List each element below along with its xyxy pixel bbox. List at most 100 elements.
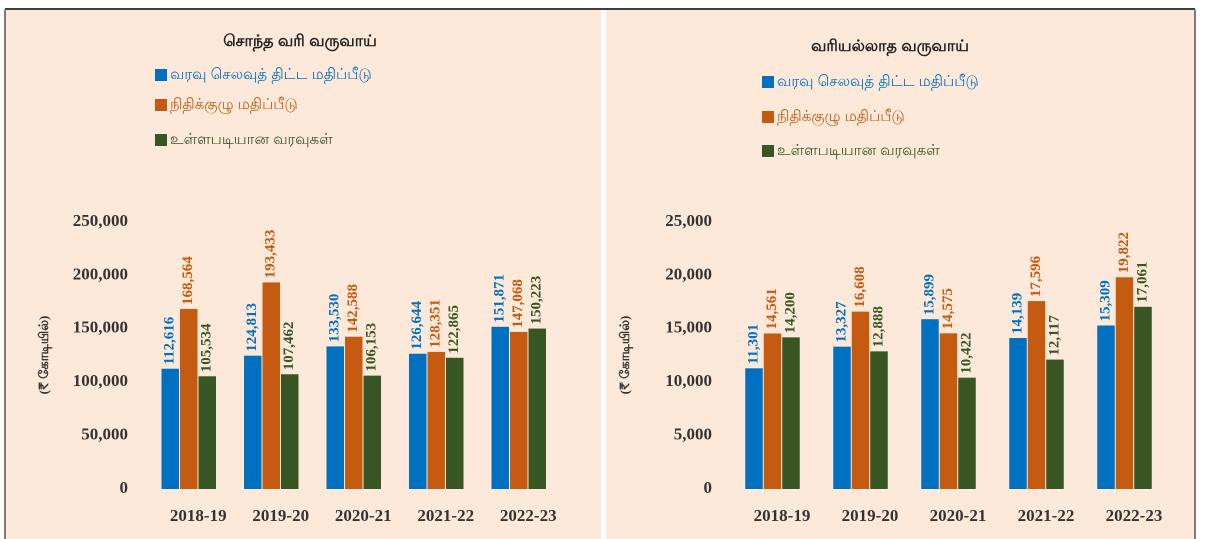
value-label: 112,616 [162, 316, 178, 364]
bar [345, 336, 363, 489]
y-tick-label: 200,000 [73, 264, 128, 283]
x-tick-label: 2019-20 [842, 506, 899, 525]
value-label: 17,596 [1028, 255, 1044, 297]
value-label: 19,822 [1116, 232, 1132, 273]
value-label: 168,564 [180, 256, 196, 305]
y-tick-label: 25,000 [665, 211, 712, 230]
bar [326, 346, 344, 489]
y-tick-label: 250,000 [73, 211, 128, 230]
legend-swatch [155, 134, 167, 146]
x-tick-label: 2020-21 [335, 506, 392, 525]
value-label: 124,813 [244, 303, 260, 352]
bar [262, 282, 280, 489]
bar [427, 351, 445, 489]
legend-label: உள்ளபடியான வரவுகள் [777, 142, 940, 159]
bar [1134, 306, 1152, 489]
y-tick-label: 0 [704, 478, 713, 497]
bar [491, 326, 509, 489]
legend-swatch [762, 145, 774, 157]
value-label: 133,530 [327, 294, 343, 343]
value-label: 12,888 [870, 306, 886, 347]
bar [745, 368, 763, 489]
value-label: 14,139 [1009, 293, 1025, 334]
value-label: 122,865 [446, 305, 462, 354]
y-axis-label: (₹ கோடியில்) [36, 316, 52, 395]
x-tick-label: 2019-20 [252, 506, 309, 525]
bar [939, 333, 958, 489]
value-label: 14,200 [782, 292, 798, 333]
value-label: 147,068 [510, 279, 526, 328]
bar [1097, 325, 1115, 489]
y-tick-label: 20,000 [665, 264, 712, 283]
value-label: 126,644 [409, 300, 425, 349]
bar [198, 376, 216, 489]
bar [180, 308, 198, 489]
value-label: 13,327 [833, 301, 849, 343]
chart-title: வரியல்லாத வருவாய் [811, 38, 969, 56]
legend-label: நிதிக்குழு மதிப்பீடு [777, 108, 905, 126]
bar [528, 328, 546, 489]
y-tick-label: 10,000 [665, 371, 712, 390]
value-label: 10,422 [958, 332, 974, 373]
y-tick-label: 100,000 [73, 371, 128, 390]
x-tick-label: 2021-22 [417, 506, 474, 525]
bar [161, 368, 179, 489]
value-label: 193,433 [263, 230, 279, 279]
value-label: 15,899 [921, 274, 937, 315]
value-label: 106,153 [364, 323, 380, 372]
x-tick-label: 2022-23 [1106, 506, 1163, 525]
y-tick-label: 150,000 [73, 318, 128, 337]
y-tick-label: 15,000 [665, 318, 712, 337]
value-label: 15,309 [1097, 280, 1113, 321]
bar [244, 355, 262, 489]
y-tick-label: 5,000 [674, 425, 712, 444]
legend-swatch [762, 76, 774, 88]
legend-label: வரவு செலவுத் திட்ட மதிப்பீடு [170, 66, 372, 83]
legend-label: உள்ளபடியான வரவுகள் [170, 131, 333, 148]
legend-swatch [155, 99, 167, 111]
bar [510, 331, 528, 489]
value-label: 14,575 [940, 288, 956, 329]
bar [1046, 359, 1064, 489]
legend-label: வரவு செலவுத் திட்ட மதிப்பீடு [777, 73, 979, 90]
bar [921, 319, 939, 489]
y-tick-label: 50,000 [81, 425, 128, 444]
bar [1009, 337, 1027, 489]
bar [446, 357, 464, 489]
bar [409, 353, 427, 489]
bar [870, 351, 888, 489]
legend-label: நிதிக்குழு மதிப்பீடு [170, 96, 298, 114]
bar [782, 337, 800, 489]
panel [606, 10, 1195, 539]
value-label: 16,608 [852, 266, 868, 307]
x-tick-label: 2018-19 [170, 506, 227, 525]
value-label: 128,351 [428, 299, 444, 348]
x-tick-label: 2021-22 [1018, 506, 1075, 525]
y-tick-label: 0 [120, 478, 129, 497]
bar [958, 377, 976, 489]
value-label: 150,223 [529, 276, 545, 325]
value-label: 11,301 [745, 324, 761, 364]
value-label: 142,588 [345, 284, 361, 333]
bar [1027, 301, 1046, 489]
legend-swatch [155, 69, 167, 81]
bar [281, 374, 299, 489]
y-axis-label: (₹ கோடியில்) [617, 316, 633, 395]
x-tick-label: 2018-19 [754, 506, 811, 525]
value-label: 151,871 [492, 274, 508, 323]
chart-title: சொந்த வரி வருவாய் [223, 33, 377, 51]
value-label: 14,561 [764, 288, 780, 329]
x-tick-label: 2022-23 [500, 506, 557, 525]
bar [851, 311, 870, 489]
bar [363, 375, 381, 489]
bar [763, 333, 782, 489]
bar [1115, 277, 1134, 489]
legend-swatch [762, 111, 774, 123]
x-tick-label: 2020-21 [930, 506, 987, 525]
bar [833, 346, 851, 489]
value-label: 105,534 [199, 323, 215, 372]
value-label: 17,061 [1134, 262, 1150, 303]
value-label: 12,117 [1046, 315, 1062, 356]
value-label: 107,462 [281, 321, 297, 370]
